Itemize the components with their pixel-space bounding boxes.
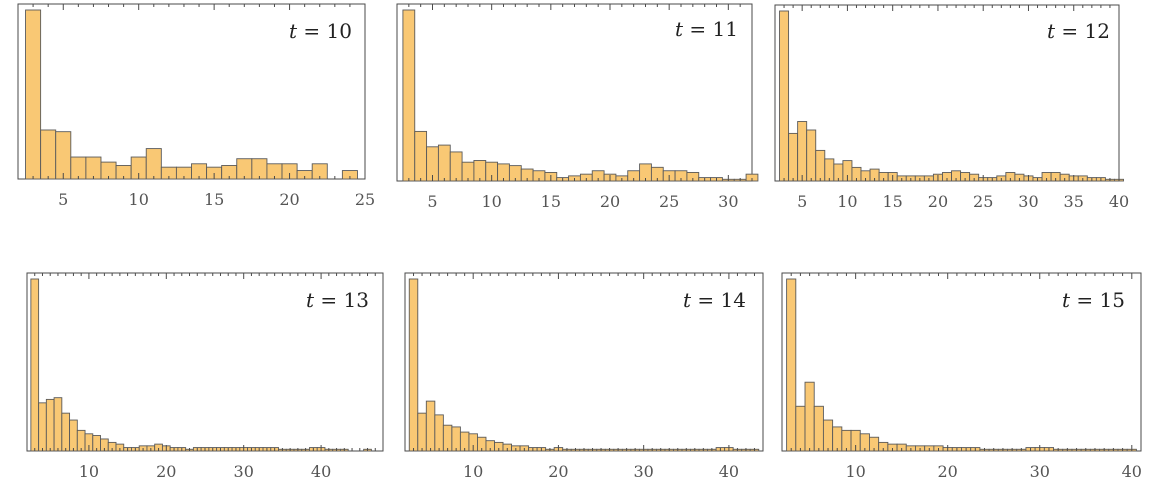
histogram-bar [442, 424, 453, 452]
x-tick-label: 10 [129, 190, 149, 209]
x-tick-label: 30 [633, 462, 653, 481]
panel-title-value: = 15 [1070, 288, 1125, 312]
histogram-bar [797, 121, 808, 182]
panel-title: t = 15 [1062, 288, 1125, 312]
histogram-bar [69, 419, 78, 452]
histogram-bar [45, 398, 55, 452]
panel-title-value: = 13 [314, 288, 369, 312]
panel-title-value: = 11 [683, 17, 738, 41]
panel-title-variable: t [683, 288, 692, 312]
histogram-bar [417, 412, 427, 452]
histogram-panel-3: 5 10 15 20 25 30 35 40 t = 12 [774, 4, 1129, 211]
histogram-bar [434, 414, 444, 452]
x-tick-label: 20 [938, 462, 958, 481]
panel-title-variable: t [306, 288, 315, 312]
panel-title-variable: t [289, 19, 298, 43]
histogram-bar [841, 429, 852, 452]
histogram-panel-4: 10 20 30 40 t = 13 [26, 272, 384, 481]
x-tick-label: 25 [355, 190, 375, 209]
x-tick-label: 10 [79, 462, 99, 481]
histogram-bar [786, 278, 797, 452]
x-tick-label: 40 [1122, 462, 1142, 481]
x-tick-label: 25 [973, 192, 993, 211]
histogram-bar [40, 129, 57, 180]
x-tick-label: 40 [311, 462, 331, 481]
histogram-panel-1: 5 10 15 20 25 t = 10 [17, 3, 375, 209]
histogram-bar [804, 381, 815, 452]
x-tick-label: 15 [883, 192, 903, 211]
x-tick-label: 5 [797, 192, 807, 211]
histogram-bar [414, 130, 428, 182]
x-tick-label: 35 [1064, 192, 1084, 211]
x-tick-label: 10 [845, 462, 865, 481]
histogram-bar [425, 400, 436, 452]
panel-title: t = 10 [289, 19, 352, 43]
x-tick-label: 20 [279, 190, 299, 209]
x-tick-label: 30 [718, 192, 738, 211]
x-tick-label: 30 [1030, 462, 1050, 481]
x-tick-label: 15 [541, 192, 561, 211]
panel-title-value: = 12 [1055, 19, 1110, 43]
histogram-bar [451, 426, 461, 452]
histogram-bar [813, 405, 824, 452]
x-tick-label: 10 [463, 462, 483, 481]
x-tick-label: 15 [204, 190, 224, 209]
x-tick-label: 25 [659, 192, 679, 211]
histogram-bar [25, 9, 42, 180]
x-tick-label: 30 [234, 462, 254, 481]
histogram-bar [236, 158, 253, 180]
histogram-bar [806, 129, 817, 182]
histogram-bar [61, 412, 71, 452]
histogram-bar [788, 132, 799, 182]
panel-title: t = 14 [683, 288, 746, 312]
histogram-panel-5: 10 20 30 40 t = 14 [404, 272, 764, 481]
histogram-bar [85, 156, 102, 180]
histogram-bar [55, 131, 72, 180]
histogram-panel-6: 10 20 30 40 t = 15 [781, 272, 1142, 481]
panel-title-value: = 10 [297, 19, 352, 43]
panel-title: t = 12 [1047, 19, 1110, 43]
histogram-bar [76, 429, 86, 452]
x-tick-label: 40 [719, 462, 739, 481]
x-tick-label: 20 [548, 462, 568, 481]
x-tick-label: 20 [928, 192, 948, 211]
histogram-bar [449, 151, 463, 182]
panel-title-value: = 14 [691, 288, 746, 312]
x-tick-label: 5 [58, 190, 68, 209]
histogram-bar [832, 426, 843, 452]
histogram-bar [408, 278, 419, 452]
histogram-bar [145, 148, 162, 180]
panel-title-variable: t [1062, 288, 1071, 312]
x-tick-label: 5 [427, 192, 437, 211]
histogram-bar [473, 160, 487, 182]
panel-title-variable: t [675, 17, 684, 41]
x-tick-label: 30 [1018, 192, 1038, 211]
x-tick-label: 20 [600, 192, 620, 211]
histogram-panel-2: 5 10 15 20 25 30 t = 11 [396, 3, 759, 211]
histogram-bar [815, 149, 826, 182]
histogram-bar [38, 402, 47, 452]
histogram-bar [402, 9, 416, 182]
x-tick-label: 10 [837, 192, 857, 211]
histogram-bar [53, 397, 63, 452]
x-tick-label: 10 [481, 192, 501, 211]
histogram-bar [779, 10, 790, 182]
panel-title: t = 11 [675, 17, 738, 41]
panel-title: t = 13 [306, 288, 369, 312]
histogram-bar [822, 419, 834, 452]
x-tick-label: 20 [156, 462, 176, 481]
histogram-bar [70, 156, 87, 180]
histogram-bar [30, 278, 40, 452]
panel-title-variable: t [1047, 19, 1056, 43]
histogram-bar [437, 144, 451, 182]
x-tick-label: 40 [1109, 192, 1129, 211]
histogram-bar [824, 158, 835, 182]
histogram-bar [251, 158, 268, 180]
histogram-bar [795, 405, 806, 452]
